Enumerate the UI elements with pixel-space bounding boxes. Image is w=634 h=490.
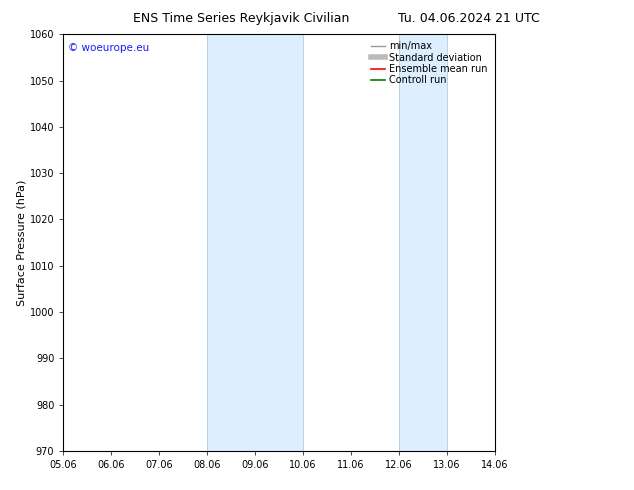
Bar <box>207 34 303 451</box>
Text: Tu. 04.06.2024 21 UTC: Tu. 04.06.2024 21 UTC <box>398 12 540 25</box>
Y-axis label: Surface Pressure (hPa): Surface Pressure (hPa) <box>17 179 27 306</box>
Text: © woeurope.eu: © woeurope.eu <box>68 43 149 52</box>
Bar <box>399 34 446 451</box>
Text: ENS Time Series Reykjavik Civilian: ENS Time Series Reykjavik Civilian <box>133 12 349 25</box>
Legend: min/max, Standard deviation, Ensemble mean run, Controll run: min/max, Standard deviation, Ensemble me… <box>369 39 489 87</box>
